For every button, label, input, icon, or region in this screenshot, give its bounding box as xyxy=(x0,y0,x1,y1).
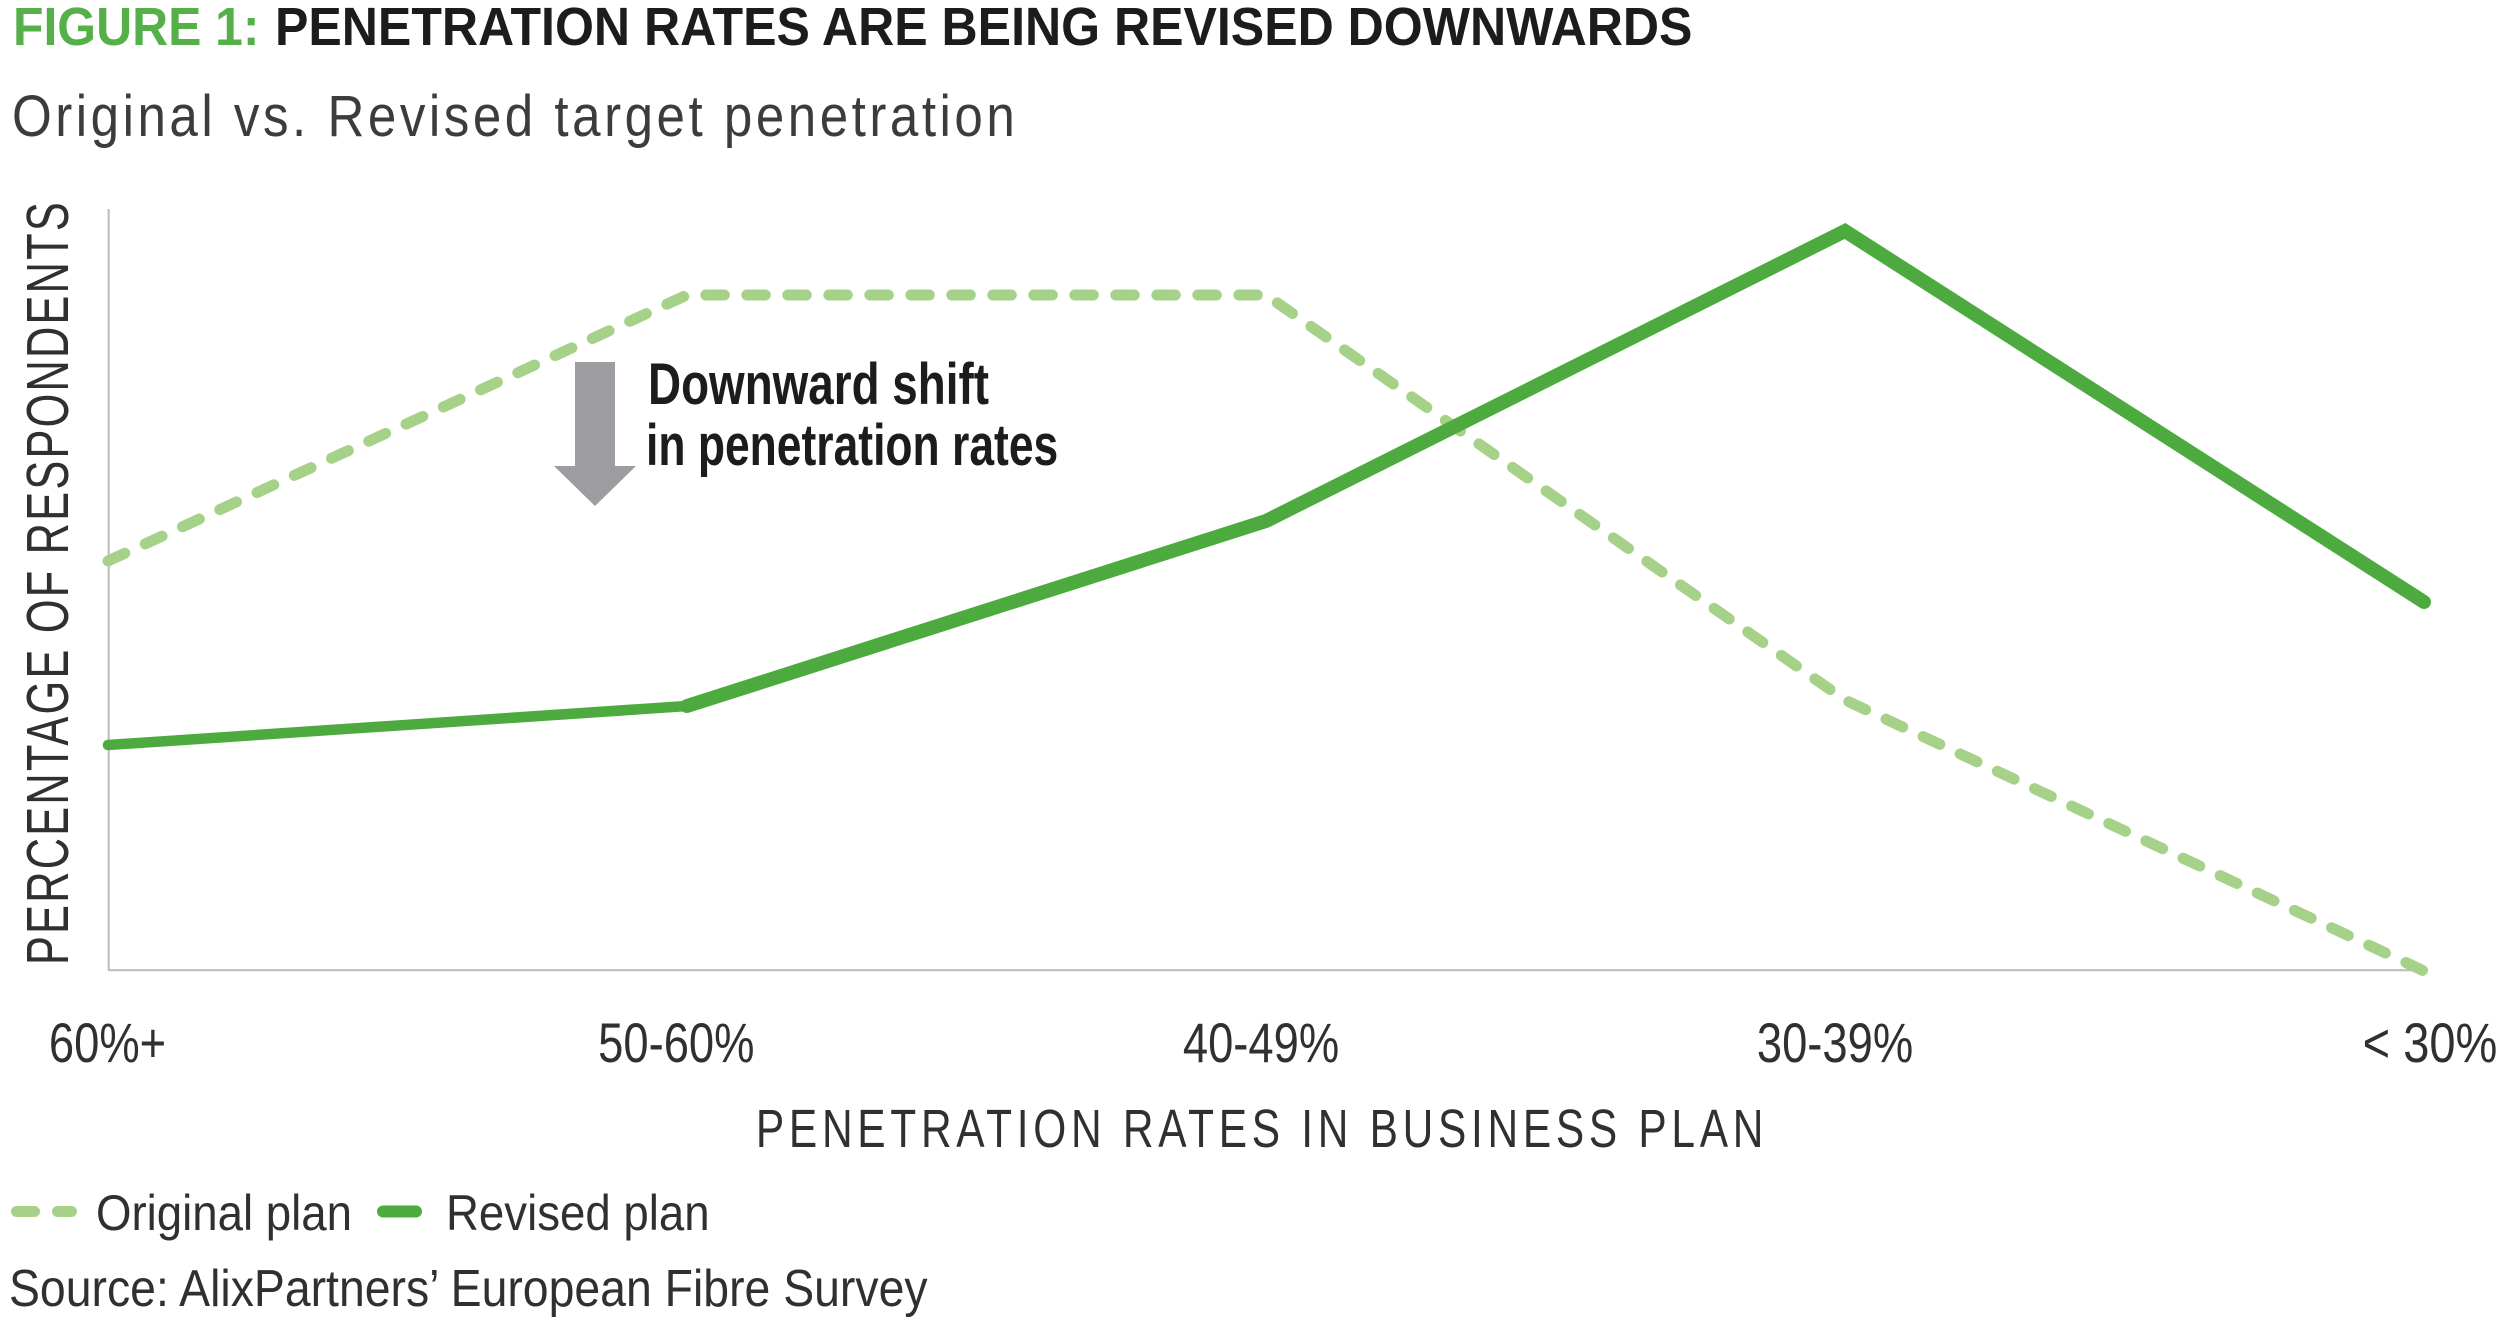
svg-text:in penetration rates: in penetration rates xyxy=(646,412,1058,477)
svg-text:Revised plan: Revised plan xyxy=(446,1186,710,1241)
svg-text:PENETRATION RATES IN BUSINESS: PENETRATION RATES IN BUSINESS PLAN xyxy=(756,1099,1768,1159)
svg-text:< 30%: < 30% xyxy=(2363,1011,2498,1074)
svg-text:50-60%: 50-60% xyxy=(598,1011,754,1074)
svg-text:PENETRATION RATES ARE BEING RE: PENETRATION RATES ARE BEING REVISED DOWN… xyxy=(275,0,1692,56)
svg-text:Original vs. Revised target pe: Original vs. Revised target penetration xyxy=(12,84,1018,149)
svg-text:PERCENTAGE OF RESPONDENTS: PERCENTAGE OF RESPONDENTS xyxy=(14,200,80,965)
svg-text:60%+: 60%+ xyxy=(49,1011,166,1074)
svg-text:30-39%: 30-39% xyxy=(1757,1011,1913,1074)
svg-text:Downward shift: Downward shift xyxy=(648,353,989,417)
svg-text:FIGURE 1:: FIGURE 1: xyxy=(13,0,260,56)
svg-text:Source: AlixPartners’ European: Source: AlixPartners’ European Fibre Sur… xyxy=(9,1260,928,1318)
svg-text:40-49%: 40-49% xyxy=(1183,1011,1339,1074)
svg-text:Original plan: Original plan xyxy=(96,1186,352,1241)
